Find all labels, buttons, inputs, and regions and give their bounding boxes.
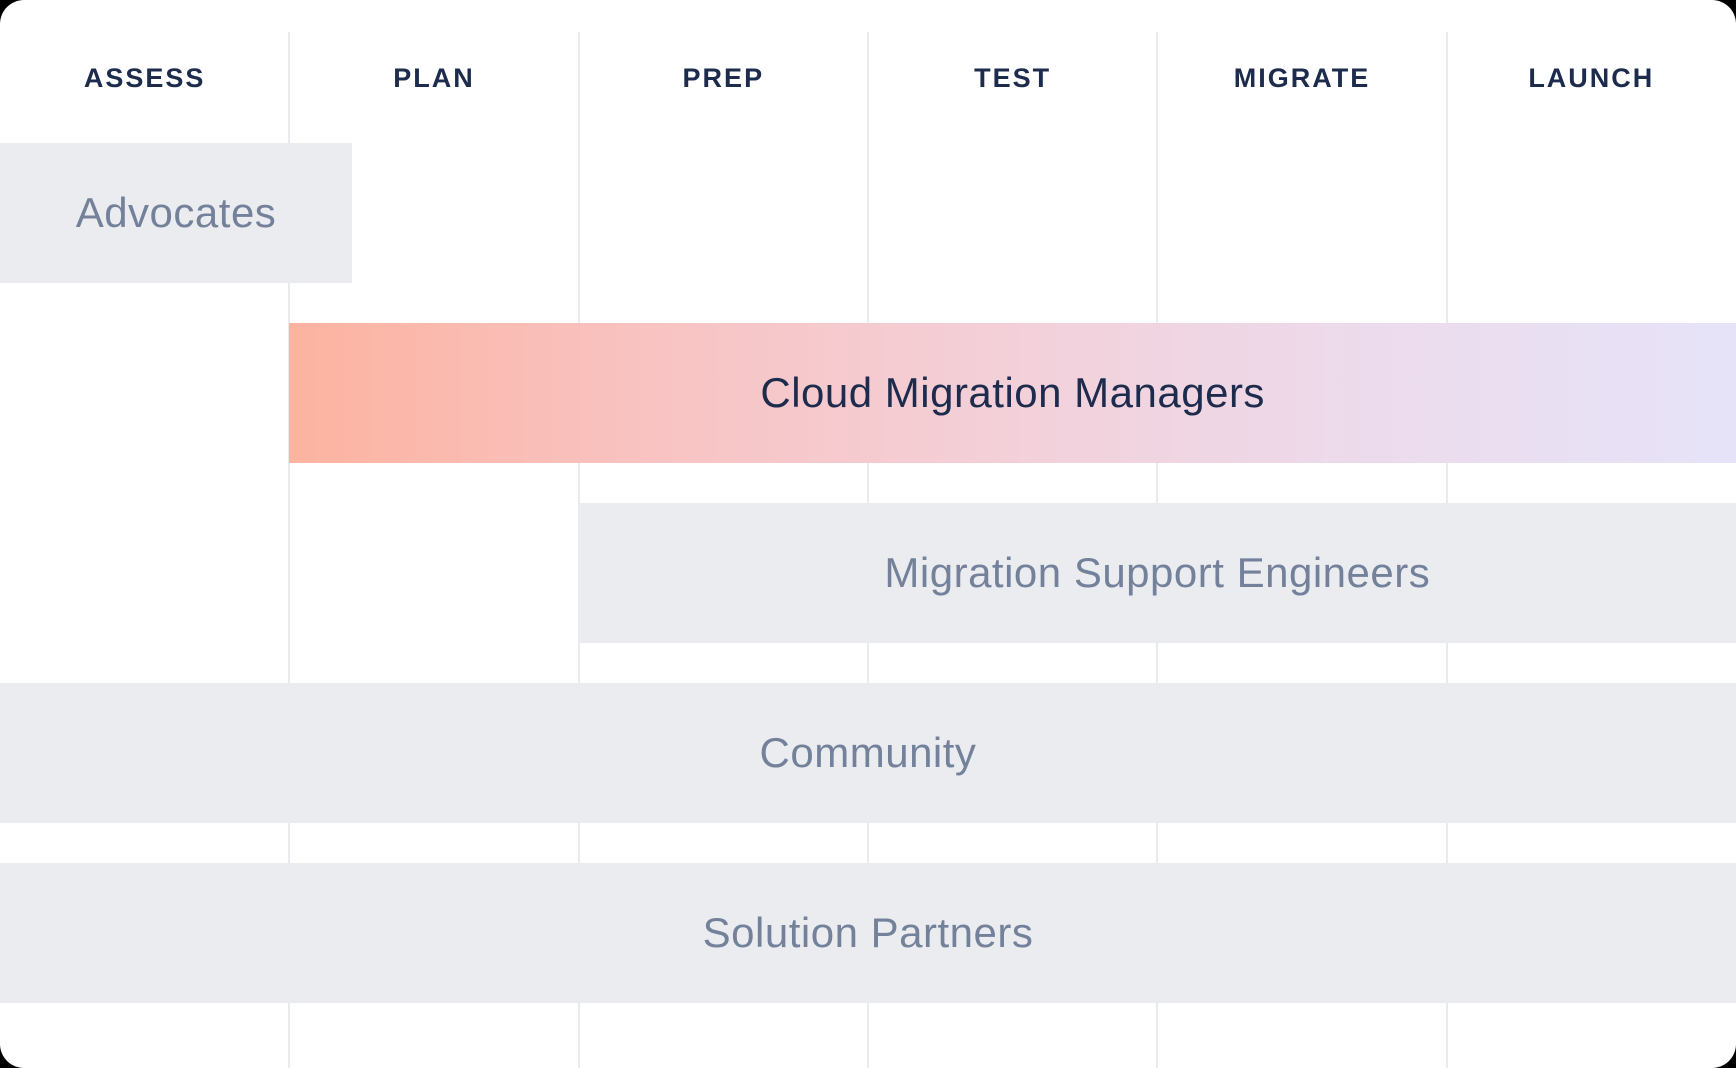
row-label: Community	[759, 729, 977, 776]
row-bar-solution-partners: Solution Partners	[0, 863, 1736, 1003]
row-label: Migration Support Engineers	[884, 549, 1431, 596]
phase-header-migrate: MIGRATE	[1233, 63, 1371, 93]
row-bar-migration-support-engineers: Migration Support Engineers	[578, 503, 1736, 643]
phase-header-assess: ASSESS	[83, 63, 206, 93]
phase-header-launch: LAUNCH	[1528, 63, 1655, 93]
row-bar-advocates: Advocates	[0, 143, 352, 283]
row-label: Cloud Migration Managers	[760, 369, 1265, 416]
row-bar-community: Community	[0, 683, 1736, 823]
row-label: Solution Partners	[702, 909, 1034, 956]
phase-header-prep: PREP	[682, 63, 765, 93]
phase-header-plan: PLAN	[393, 63, 475, 93]
phase-header-test: TEST	[974, 63, 1052, 93]
row-label: Advocates	[75, 189, 277, 236]
column-divider	[288, 32, 291, 1068]
row-bar-cloud-migration-managers: Cloud Migration Managers	[289, 323, 1736, 463]
